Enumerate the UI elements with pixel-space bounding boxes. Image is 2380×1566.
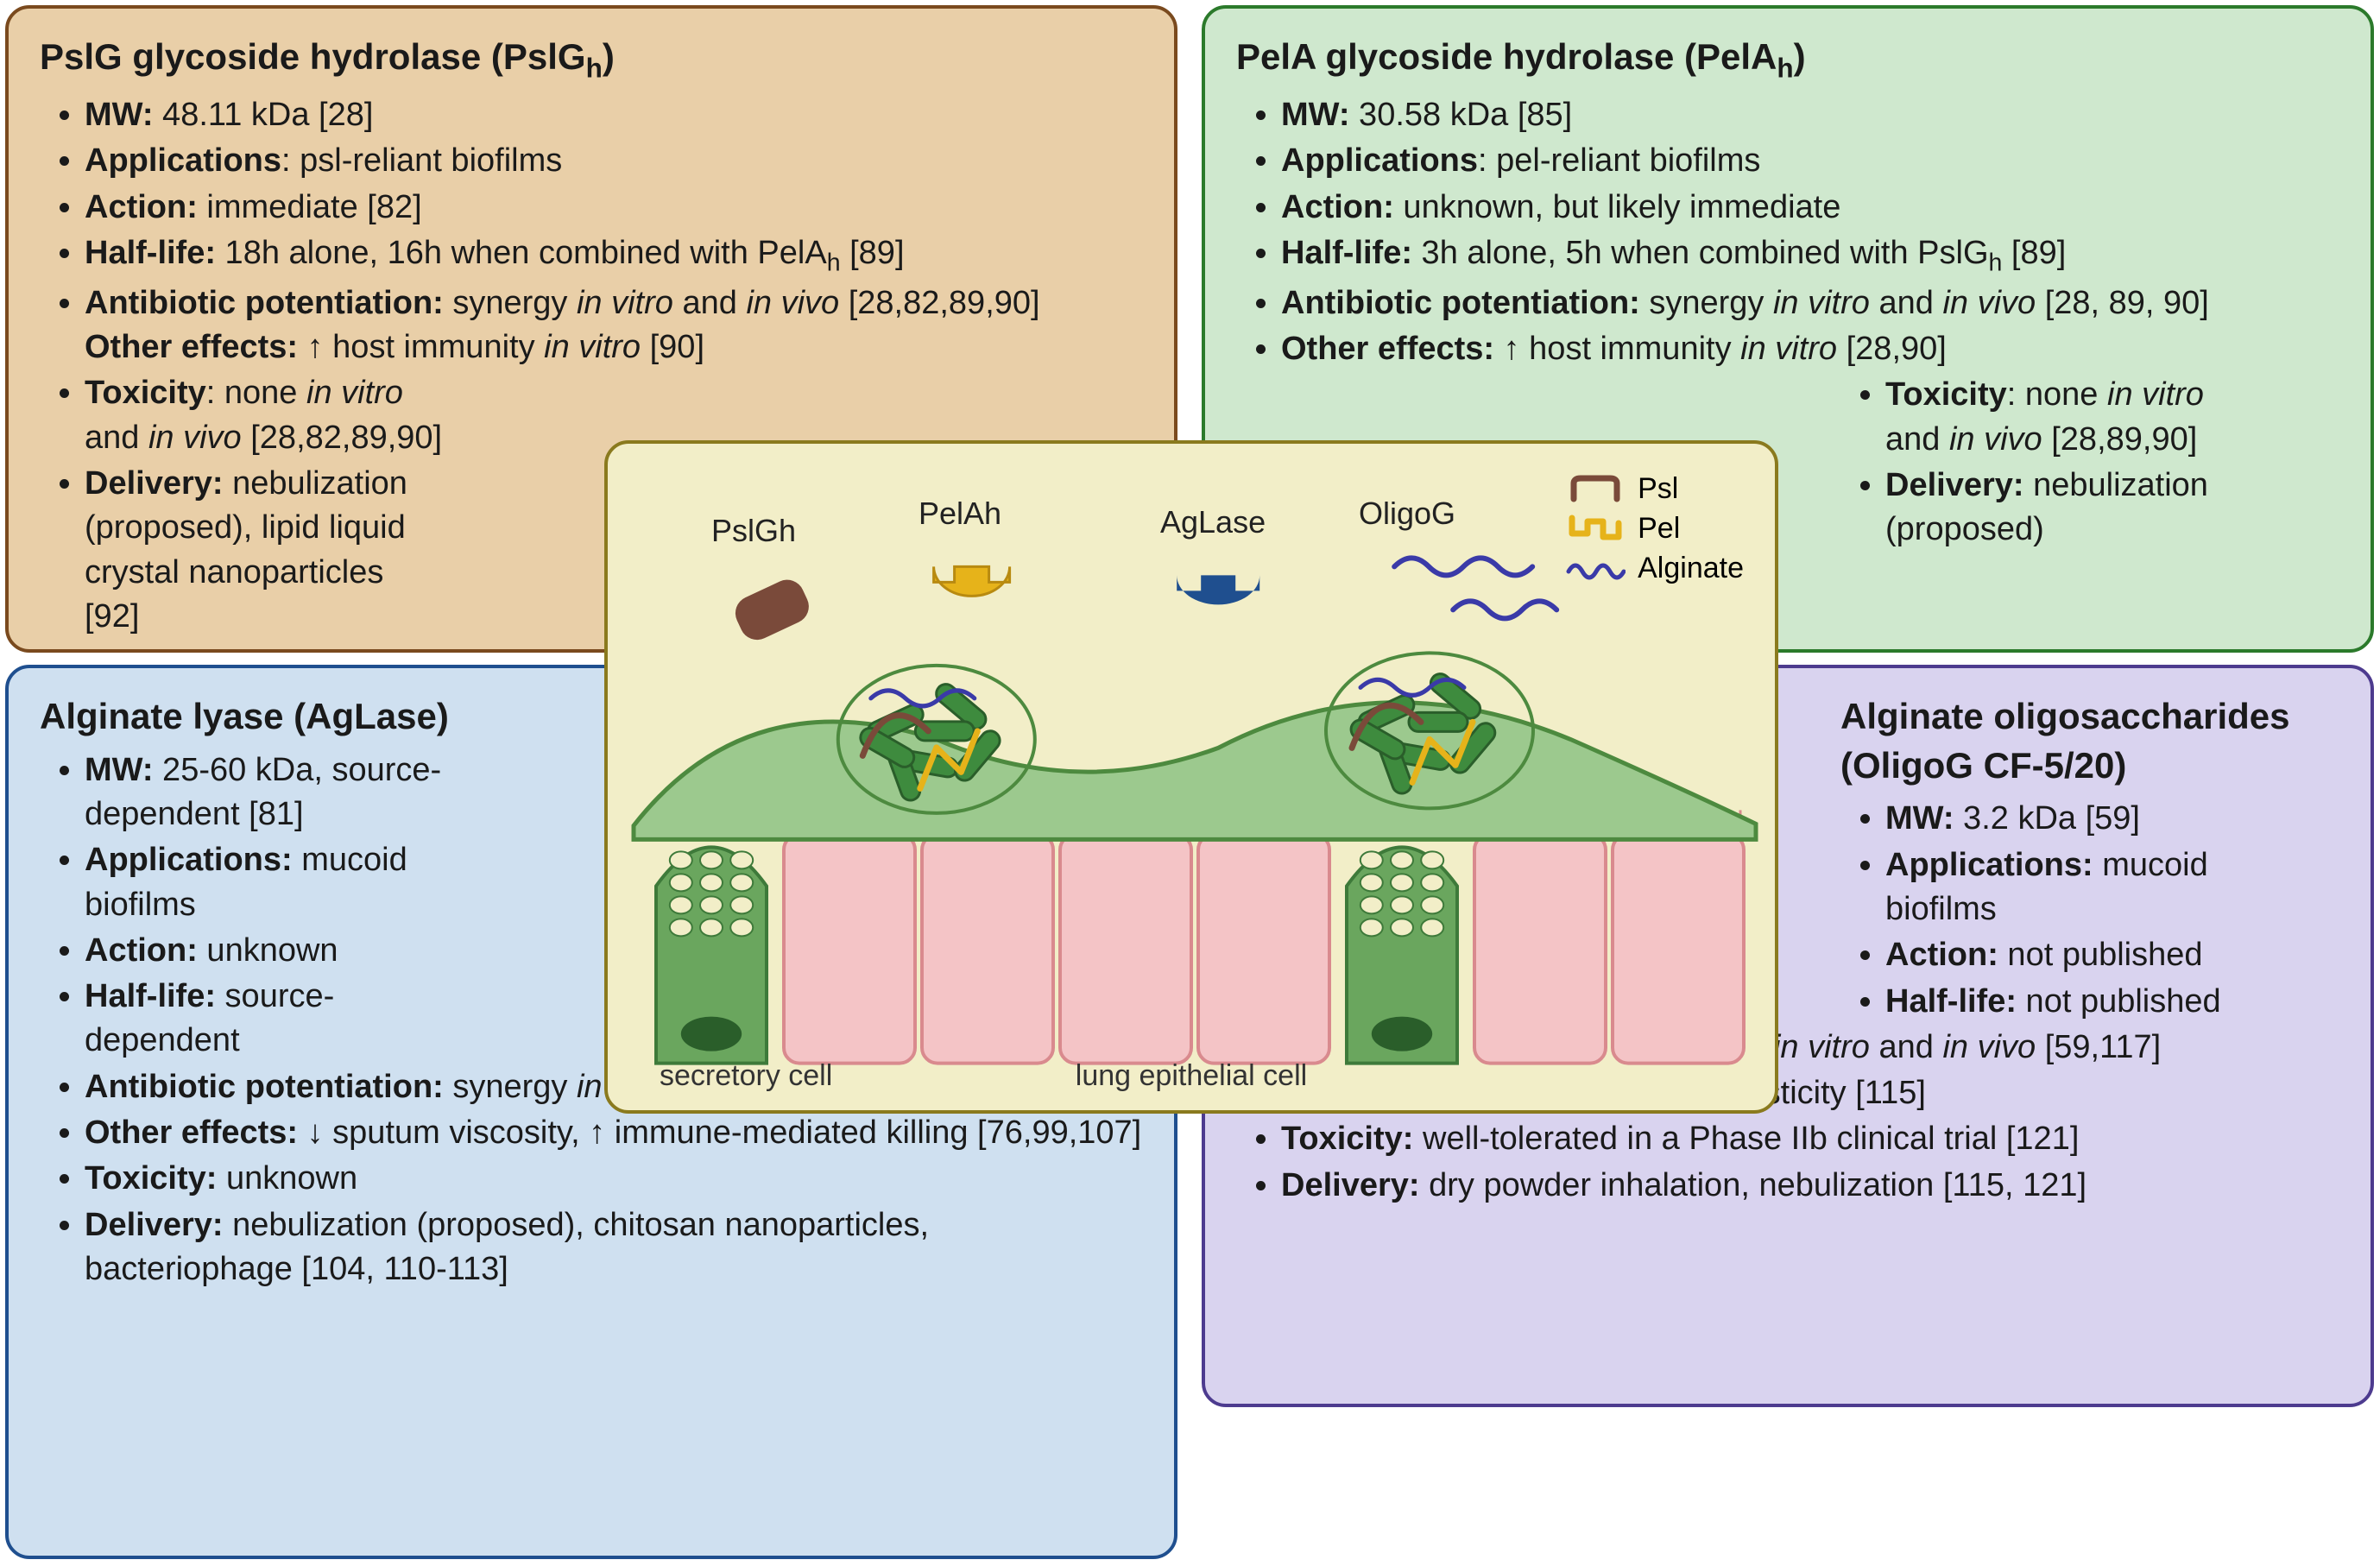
list-item: Antibiotic potentiation: synergy in vitr…: [85, 281, 1143, 370]
list-item: MW: 30.58 kDa [85]: [1281, 93, 2339, 137]
molecule-label: PslGh: [711, 513, 796, 549]
alginate-icon: [1565, 551, 1626, 585]
molecule-label: OligoG: [1359, 496, 1455, 532]
list-item: Action: not published: [1885, 933, 2339, 977]
list-item: Half-life: 18h alone, 16h when combined …: [85, 231, 1143, 280]
list-item: Applications: mucoidbiofilms: [1885, 843, 2339, 932]
legend-label: Alginate: [1638, 552, 1744, 585]
list-item: Applications: pel-reliant biofilms: [1281, 139, 2339, 183]
legend-label: Psl: [1638, 472, 1678, 506]
panel-title: PslG glycoside hydrolase (PslGh): [40, 33, 1143, 86]
legend-label: Pel: [1638, 512, 1680, 546]
center-illustration: Psl Pel Alginate PslGh PelAh AgLase OligoG se…: [604, 440, 1778, 1114]
psl-icon: [1565, 471, 1626, 506]
list-item: Applications: psl-reliant biofilms: [85, 139, 1143, 183]
legend-row: Psl: [1565, 471, 1744, 506]
panel-list-indented: Toxicity: none in vitroand in vivo [28,8…: [1840, 373, 2339, 552]
panel-list: MW: 30.58 kDa [85]Applications: pel-reli…: [1236, 93, 2339, 372]
panel-title: PelA glycoside hydrolase (PelAh): [1236, 33, 2339, 86]
legend-row: Pel: [1565, 511, 1744, 546]
list-item: Action: unknown, but likely immediate: [1281, 186, 2339, 230]
legend-row: Alginate: [1565, 551, 1744, 585]
molecule-label: AgLase: [1160, 504, 1266, 540]
secretory-cell-label: secretory cell: [660, 1059, 832, 1093]
list-item: Action: immediate [82]: [85, 186, 1143, 230]
pel-icon: [1565, 511, 1626, 546]
list-item: MW: 48.11 kDa [28]: [85, 93, 1143, 137]
list-item: Other effects: ↑ host immunity in vitro …: [1281, 327, 2339, 371]
panel-list-indented: MW: 3.2 kDa [59]Applications: mucoidbiof…: [1840, 797, 2339, 1023]
legend: Psl Pel Alginate: [1565, 466, 1744, 590]
list-item: Toxicity: none in vitroand in vivo [28,8…: [1885, 373, 2339, 462]
list-item: Toxicity: well-tolerated in a Phase IIb …: [1281, 1117, 2339, 1161]
list-item: Delivery: nebulization (proposed), chito…: [85, 1203, 1143, 1292]
list-item: Delivery: nebulization(proposed): [1885, 464, 2339, 553]
list-item: Half-life: 3h alone, 5h when combined wi…: [1281, 231, 2339, 280]
epithelial-cell-label: lung epithelial cell: [1076, 1059, 1307, 1093]
molecule-label: PelAh: [919, 496, 1001, 532]
list-item: Toxicity: unknown: [85, 1157, 1143, 1201]
list-item: Delivery: dry powder inhalation, nebuliz…: [1281, 1164, 2339, 1208]
panel-title: Alginate oligosaccharides(OligoG CF-5/20…: [1840, 692, 2339, 790]
list-item: MW: 3.2 kDa [59]: [1885, 797, 2339, 841]
list-item: Other effects: ↓ sputum viscosity, ↑ imm…: [85, 1111, 1143, 1155]
list-item: Antibiotic potentiation: synergy in vitr…: [1281, 281, 2339, 325]
list-item: Half-life: not published: [1885, 980, 2339, 1024]
figure-root: PslG glycoside hydrolase (PslGh) MW: 48.…: [0, 0, 2380, 1566]
